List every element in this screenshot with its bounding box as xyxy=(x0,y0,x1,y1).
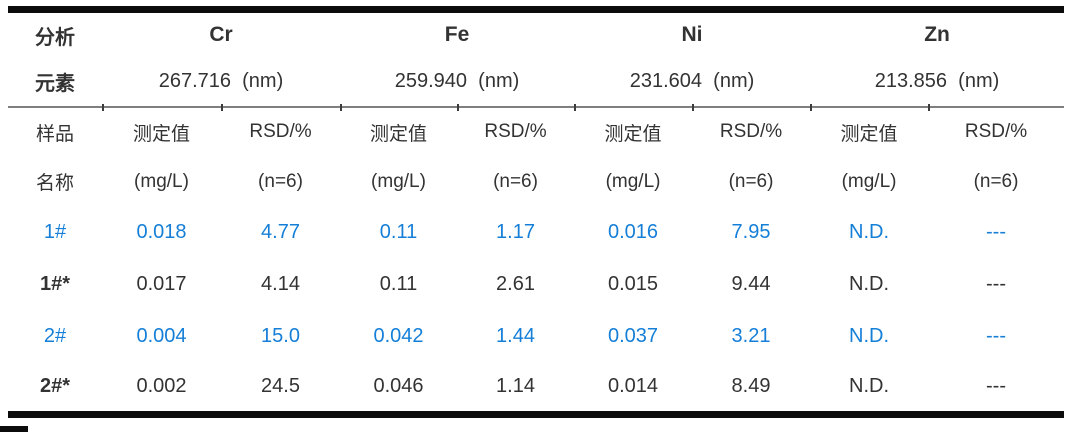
header-row-metrics: 样品 测定值 RSD/% 测定值 RSD/% 测定值 RSD/% 测定值 RSD… xyxy=(8,107,1064,157)
rsd-header-fe: RSD/% xyxy=(484,121,547,142)
cell-cr-rsd: 4.14 xyxy=(261,273,300,295)
cell-fe-value: 0.11 xyxy=(379,273,418,295)
rsd-header-ni: RSD/% xyxy=(719,121,783,142)
unit-header-zn: (mg/L) xyxy=(841,170,897,192)
header-row-elements: 分析 Cr Fe Ni Zn xyxy=(8,10,1064,58)
cell-fe-value: 0.042 xyxy=(373,325,424,347)
n-header-zn: (n=6) xyxy=(973,170,1019,192)
header-row-wavelengths: 元素 267.716 (nm) 259.940 (nm) 231.604 (nm… xyxy=(8,57,1065,108)
cell-zn-value: N.D. xyxy=(849,273,890,295)
results-table: 分析 Cr Fe Ni Zn 元素 267.716 (nm) 259.940 (… xyxy=(8,6,1065,418)
element-symbol-zn: Zn xyxy=(924,23,950,47)
element-symbol-cr: Cr xyxy=(209,23,233,47)
cell-zn-rsd: --- xyxy=(986,325,1006,347)
cell-zn-value: N.D. xyxy=(849,375,890,398)
analysis-label-line2: 元素 xyxy=(8,57,102,108)
cell-zn-value: N.D. xyxy=(849,325,890,347)
element-symbol-ni: Ni xyxy=(681,23,703,47)
cell-ni-rsd: 7.95 xyxy=(731,221,771,243)
cell-cr-value: 0.017 xyxy=(136,273,187,295)
measured-header-cr: 测定值 xyxy=(132,123,190,145)
column-tick xyxy=(457,104,459,111)
rsd-header-cr: RSD/% xyxy=(249,121,312,142)
unit-header-ni: (mg/L) xyxy=(605,170,661,192)
cell-fe-value: 0.11 xyxy=(379,221,418,243)
sample-name: 1#* xyxy=(39,273,71,295)
header-row-units: 名称 (mg/L) (n=6) (mg/L) (n=6) (mg/L) (n=6… xyxy=(8,157,1064,207)
column-tick xyxy=(692,104,694,111)
measured-header-ni: 测定值 xyxy=(604,123,662,145)
cell-zn-rsd: --- xyxy=(986,375,1006,398)
cell-ni-rsd: 8.49 xyxy=(731,375,771,398)
cell-cr-value: 0.002 xyxy=(136,375,187,398)
cell-zn-rsd: --- xyxy=(986,221,1006,243)
cell-ni-value: 0.015 xyxy=(607,273,659,295)
bottom-left-rule-mark xyxy=(0,426,28,432)
sample-label-line1: 样品 xyxy=(35,123,74,145)
column-tick xyxy=(810,104,812,111)
cell-fe-value: 0.046 xyxy=(373,375,424,398)
cell-fe-rsd: 2.61 xyxy=(496,273,535,295)
unit-header-fe: (mg/L) xyxy=(371,170,426,192)
measured-header-zn: 测定值 xyxy=(840,123,898,145)
element-symbol-fe: Fe xyxy=(444,23,470,47)
wavelength-fe: 259.940 (nm) xyxy=(340,57,575,108)
wavelength-ni: 231.604 (nm) xyxy=(574,57,811,108)
unit-header-cr: (mg/L) xyxy=(134,170,189,192)
cell-fe-rsd: 1.44 xyxy=(496,325,535,347)
cell-cr-rsd: 4.77 xyxy=(261,221,300,243)
cell-cr-value: 0.018 xyxy=(136,221,187,243)
data-row-2-star: 2#* 0.002 24.5 0.046 1.14 0.014 8.49 N.D… xyxy=(8,363,1064,415)
rsd-header-zn: RSD/% xyxy=(964,121,1028,142)
column-tick xyxy=(574,104,576,111)
measured-header-fe: 测定值 xyxy=(369,123,427,145)
column-tick xyxy=(928,104,930,111)
cell-zn-value: N.D. xyxy=(849,221,890,243)
cell-ni-value: 0.014 xyxy=(607,375,659,398)
sample-name: 2#* xyxy=(39,375,71,398)
column-tick xyxy=(102,104,104,111)
cell-zn-rsd: --- xyxy=(986,273,1006,295)
cell-ni-rsd: 9.44 xyxy=(731,273,771,295)
sample-name: 1# xyxy=(43,221,67,243)
n-header-ni: (n=6) xyxy=(728,170,774,192)
cell-cr-rsd: 24.5 xyxy=(261,375,300,398)
cell-ni-value: 0.037 xyxy=(607,325,659,347)
cell-ni-value: 0.016 xyxy=(607,221,659,243)
cell-cr-rsd: 15.0 xyxy=(261,325,300,347)
data-row-1: 1# 0.018 4.77 0.11 1.17 0.016 7.95 N.D. … xyxy=(8,207,1064,259)
analysis-label-line1: 分析 xyxy=(35,26,75,49)
column-tick xyxy=(340,104,342,111)
wavelength-cr: 267.716 (nm) xyxy=(102,57,340,108)
sample-name: 2# xyxy=(43,325,67,347)
data-row-2: 2# 0.004 15.0 0.042 1.44 0.037 3.21 N.D.… xyxy=(8,311,1064,363)
cell-cr-value: 0.004 xyxy=(136,325,187,347)
cell-fe-rsd: 1.14 xyxy=(496,375,535,398)
n-header-fe: (n=6) xyxy=(493,170,538,192)
data-row-1-star: 1#* 0.017 4.14 0.11 2.61 0.015 9.44 N.D.… xyxy=(8,259,1064,311)
cell-fe-rsd: 1.17 xyxy=(496,221,535,243)
n-header-cr: (n=6) xyxy=(258,170,303,192)
column-tick xyxy=(221,104,223,111)
sample-label-line2: 名称 xyxy=(35,173,74,194)
wavelength-zn: 213.856 (nm) xyxy=(810,57,1065,108)
cell-ni-rsd: 3.21 xyxy=(731,325,771,347)
